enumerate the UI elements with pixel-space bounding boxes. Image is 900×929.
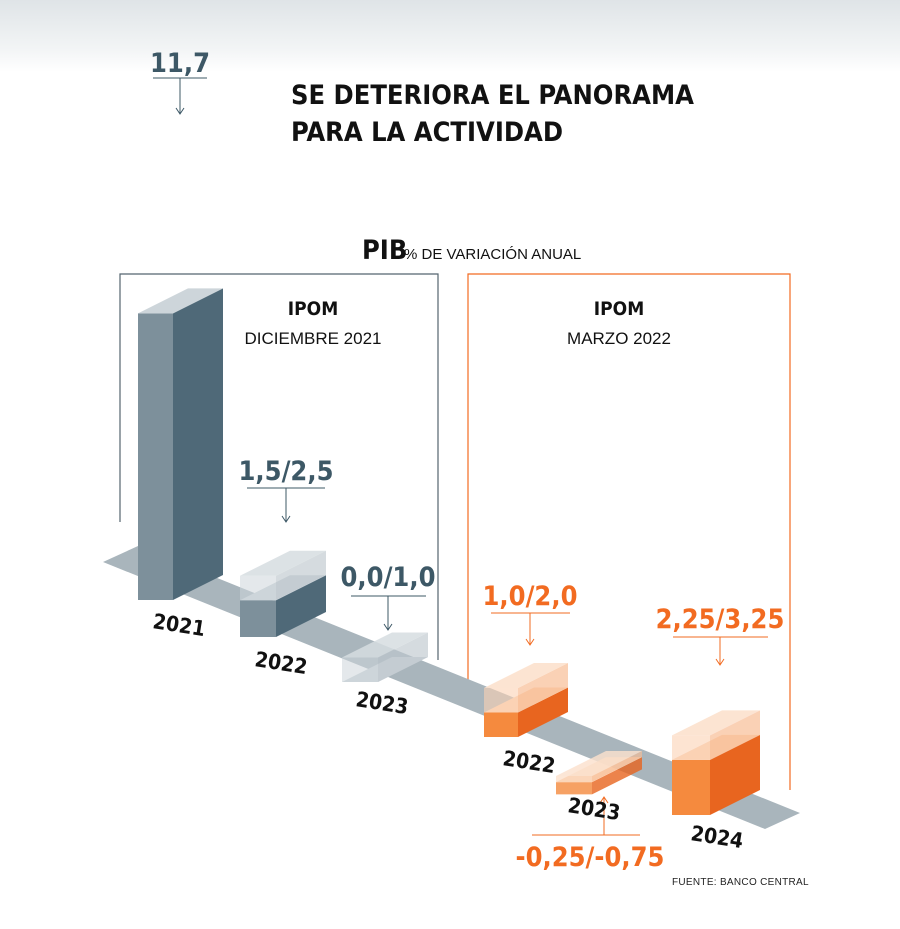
bar-6-2024-label-arrow: [715, 658, 725, 666]
bar-5-2023-range-high-top: [556, 751, 642, 776]
bar-1-2021-year-label: 2021: [151, 609, 207, 641]
bar-3-2023-range-front: [342, 657, 378, 682]
title-line-1: SE DETERIORA EL PANORAMA: [291, 80, 694, 111]
bar-2-2022-value-label: 1,5/2,5: [239, 456, 334, 487]
source-note: FUENTE: BANCO CENTRAL: [672, 877, 809, 888]
bars-layer: 11,7 2021 1,5/2,5 2022 0,0/1,0 2023 1,0/2,0 202…: [138, 48, 784, 873]
bar-6-2024-range: [672, 710, 760, 760]
bar-3-2023-label-arrow: [383, 623, 393, 631]
bar-1-2021-value-label: 11,7: [150, 48, 210, 79]
bar-2-2022-low-front: [240, 600, 276, 637]
bar-6-2024-range-front: [672, 735, 710, 760]
bar-2-2022-label-arrow: [281, 515, 291, 523]
bar-6-2024-range-side: [710, 710, 760, 760]
bar-2-2022-year-label: 2022: [253, 647, 309, 679]
bar-4-2022-range-top: [484, 663, 568, 688]
panel-march-subtitle: MARZO 2022: [567, 329, 671, 348]
bar-1-2021-label-arrow: [175, 107, 185, 115]
bar-5-2023-range-high: [556, 751, 642, 783]
bar-4-2022-range: [484, 663, 568, 713]
bar-5-2023-range-high-side: [592, 751, 642, 783]
bar-4-2022-label-arrow: [525, 638, 535, 646]
bar-3-2023-range-side: [378, 632, 428, 682]
bar-4-2022-range-side: [518, 663, 568, 713]
bar-6-2024-range-top: [672, 710, 760, 736]
bar-4-2022-value-label: 1,0/2,0: [483, 581, 578, 612]
bar-4-2022-low-front: [484, 712, 518, 737]
bar-1-2021-solid: [138, 288, 223, 600]
bar-3-2023-value-label: 0,0/1,0: [341, 562, 436, 593]
panel-frame-december: [119, 273, 439, 660]
bar-6-2024-low-front: [672, 759, 710, 815]
bar-1-2021-solid-side: [173, 288, 223, 600]
bar-5-2023-year-label: 2023: [566, 793, 622, 825]
bar-1-2021-solid-top: [138, 288, 223, 314]
bar-3-2023-range: [342, 632, 428, 682]
bar-3-2023-range-top: [342, 632, 428, 658]
panel-frame-march: [467, 273, 791, 790]
bar-4-2022-year-label: 2022: [501, 746, 557, 778]
pib-label: PIB: [362, 235, 407, 266]
bar-2-2022-low-side: [276, 575, 326, 637]
bar-1-2021-solid-front: [138, 313, 173, 600]
bar-6-2024-low-side: [710, 734, 760, 815]
pib-subtitle: % DE VARIACIÓN ANUAL: [404, 246, 581, 263]
top-band: [0, 0, 900, 72]
bar-2-2022-range: [240, 550, 326, 601]
bar-4-2022-low-side: [518, 687, 568, 737]
bar-5-2023-label-arrow: [599, 796, 609, 804]
bar-5-2023-value-label: -0,25/-0,75: [516, 842, 665, 873]
bar-5-2023-range-high-front: [556, 776, 592, 783]
bar-5-2023-range-low-front: [556, 782, 592, 795]
panel-march-title: IPOM: [594, 298, 644, 320]
pib-bg: [352, 232, 584, 268]
bar-4-2022-range-front: [484, 688, 518, 713]
bar-3-2023-year-label: 2023: [354, 687, 410, 719]
bar-5-2023-range-low-side: [592, 757, 642, 795]
panel-december-subtitle: DICIEMBRE 2021: [245, 329, 382, 348]
bar-2-2022-range-side: [276, 550, 326, 601]
title-line-2: PARA LA ACTIVIDAD: [291, 117, 563, 148]
panel-december-title: IPOM: [288, 298, 338, 320]
bar-2-2022-range-front: [240, 575, 276, 601]
bar-2-2022-range-top: [240, 550, 326, 576]
bar-6-2024-year-label: 2024: [689, 821, 745, 853]
bar-6-2024-value-label: 2,25/3,25: [656, 604, 785, 635]
